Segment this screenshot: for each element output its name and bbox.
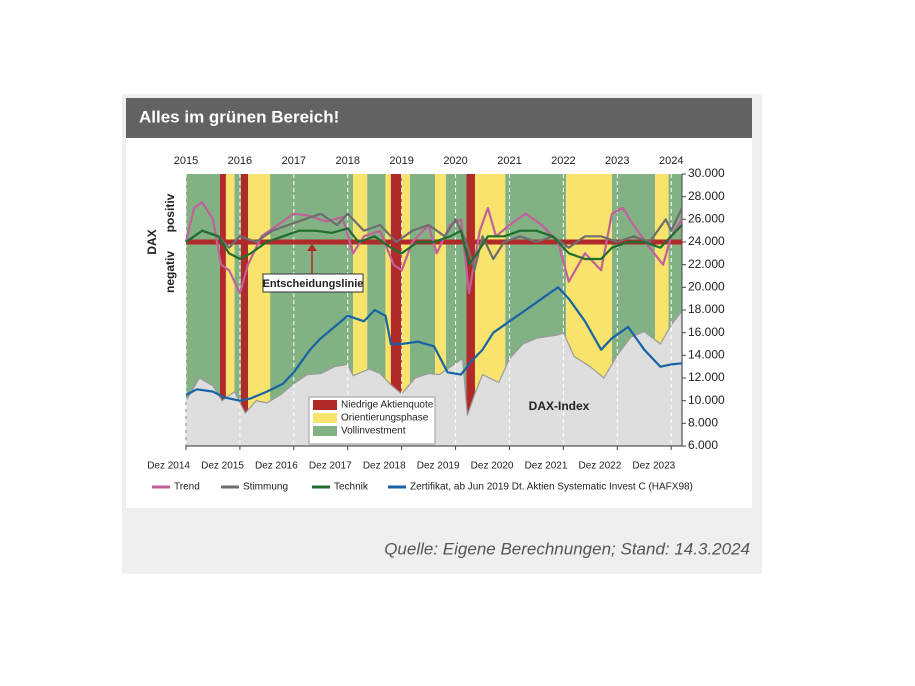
x-tick-label-top: 2024 <box>659 155 683 167</box>
phase-band <box>234 174 241 446</box>
source: Quelle: Eigene Berechnungen; Stand: 14.3… <box>384 539 750 558</box>
chart-title: Alles im grünen Bereich! <box>139 107 339 126</box>
legend-label: Technik <box>334 482 369 493</box>
y-tick-label: 30.000 <box>688 166 725 180</box>
x-tick-label-bottom: Dez 2022 <box>578 461 621 472</box>
x-tick-label-top: 2021 <box>497 155 521 167</box>
header <box>126 98 752 138</box>
y-tick-label: 22.000 <box>688 257 725 271</box>
negative-label: negativ <box>163 251 177 293</box>
decision-arrow-head <box>307 244 317 251</box>
x-tick-label-top: 2019 <box>389 155 413 167</box>
x-tick-label-bottom: Dez 2017 <box>309 461 352 472</box>
x-tick-label-top: 2022 <box>551 155 575 167</box>
y-tick-label: 12.000 <box>688 370 725 384</box>
legend-label: Vollinvestment <box>341 426 406 437</box>
y-axis-label: DAX <box>145 229 159 254</box>
legend-swatch <box>313 400 337 410</box>
series-line <box>185 286 683 402</box>
phase-band <box>219 174 226 446</box>
x-tick-label-bottom: Dez 2016 <box>255 461 298 472</box>
y-tick-label: 16.000 <box>688 325 725 339</box>
legend-swatch <box>313 413 337 423</box>
y-tick-label: 10.000 <box>688 393 725 407</box>
decision-label: Entscheidungslinie <box>263 278 364 290</box>
positive-label: positiv <box>163 193 177 232</box>
x-tick-label-top: 2020 <box>443 155 467 167</box>
y-tick-label: 28.000 <box>688 189 725 203</box>
series-line <box>185 207 683 272</box>
x-tick-label-top: 2018 <box>335 155 359 167</box>
x-tick-label-top: 2017 <box>282 155 306 167</box>
phase-band <box>385 174 391 446</box>
series-line <box>184 201 683 295</box>
x-tick-label-top: 2016 <box>228 155 252 167</box>
x-tick-label-top: 2023 <box>605 155 629 167</box>
phase-band <box>390 174 402 446</box>
decision-label-box <box>262 273 364 293</box>
y-tick-label: 26.000 <box>688 212 725 226</box>
x-tick-label-bottom: Dez 2021 <box>525 461 568 472</box>
phase-band <box>240 174 248 446</box>
phase-band <box>401 174 410 446</box>
phase-band <box>435 174 446 446</box>
legend-label: Orientierungsphase <box>341 413 429 424</box>
legend-label: Niedrige Aktienquote <box>341 400 434 411</box>
y-tick-label: 18.000 <box>688 302 725 316</box>
series-line <box>185 224 683 266</box>
y-tick-label: 20.000 <box>688 280 725 294</box>
legend-label: Stimmung <box>243 482 288 493</box>
y-tick-label: 24.000 <box>688 234 725 248</box>
y-tick-label: 14.000 <box>688 348 725 362</box>
phase-band <box>225 174 235 446</box>
y-tick-label: 8.000 <box>688 416 718 430</box>
x-tick-label-bottom: Dez 2014 <box>147 461 190 472</box>
x-tick-label-bottom: Dez 2018 <box>363 461 406 472</box>
x-tick-label-bottom: Dez 2015 <box>201 461 244 472</box>
x-tick-label-bottom: Dez 2019 <box>417 461 460 472</box>
x-tick-label-top: 2015 <box>174 155 198 167</box>
dax-label: DAX-Index <box>529 399 590 413</box>
x-tick-label-bottom: Dez 2020 <box>471 461 514 472</box>
y-tick-label: 6.000 <box>688 438 718 452</box>
legend-swatch <box>313 426 337 436</box>
legend-label: Trend <box>174 482 200 493</box>
legend-label: Zertifikat, ab Jun 2019 Dt. Aktien Syste… <box>410 482 693 493</box>
x-tick-label-bottom: Dez 2023 <box>632 461 675 472</box>
phase-band <box>466 174 475 446</box>
